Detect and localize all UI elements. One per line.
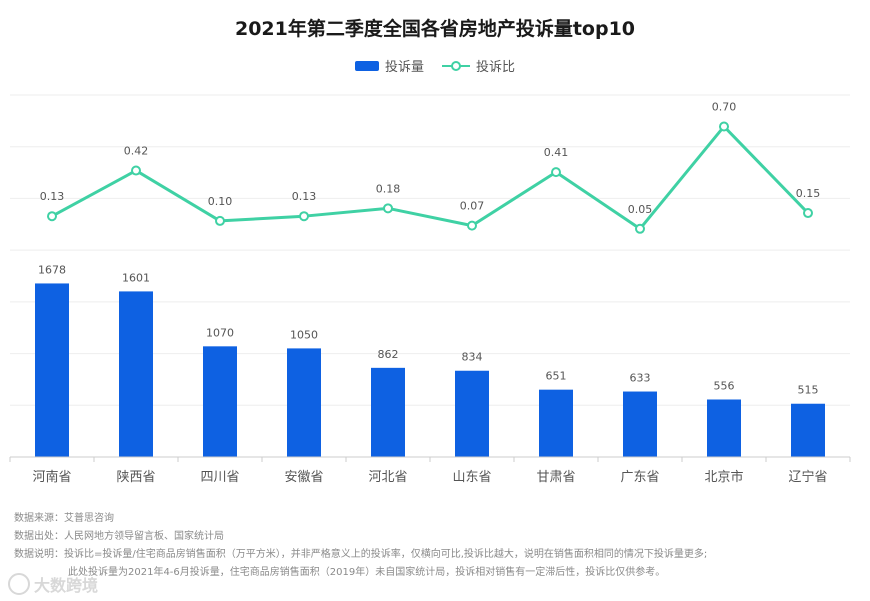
line-value-label: 0.41 <box>544 146 569 159</box>
origin-label: 数据出处： <box>14 531 64 542</box>
x-tick-label: 河北省 <box>368 470 407 485</box>
x-tick-label: 辽宁省 <box>788 469 827 485</box>
x-tick-label: 四川省 <box>200 470 239 485</box>
bar <box>287 348 321 457</box>
bar <box>539 389 573 457</box>
source-value: 艾普思咨询 <box>64 513 114 524</box>
bar-value-label: 515 <box>798 384 819 397</box>
bar <box>791 403 825 457</box>
bar-value-label: 834 <box>462 351 483 364</box>
origin-value: 人民网地方领导留言板、国家统计局 <box>64 531 224 542</box>
line-value-label: 0.13 <box>40 190 65 203</box>
bar <box>707 399 741 457</box>
legend-line-label: 投诉比 <box>476 60 516 75</box>
desc-line-1: 投诉比=投诉量/住宅商品房销售面积（万平方米），并非严格意义上的投诉率，仅横向可… <box>64 549 708 560</box>
x-tick-label: 安徽省 <box>284 470 323 485</box>
line-path <box>51 124 810 231</box>
watermark-logo: 大数跨境 <box>8 572 98 596</box>
bar-value-label: 1601 <box>122 271 150 284</box>
line-point <box>719 121 729 132</box>
line-value-label: 0.10 <box>208 195 233 208</box>
line-point <box>299 211 309 222</box>
line-value-label: 0.05 <box>628 203 653 216</box>
line-point <box>47 211 57 222</box>
line-value-label: 0.13 <box>292 190 317 203</box>
source-label: 数据来源： <box>14 513 64 524</box>
legend-bar-label: 投诉量 <box>384 60 424 75</box>
x-tick-label: 北京市 <box>704 469 743 485</box>
bar <box>371 367 405 457</box>
line-point <box>635 223 645 234</box>
line-value-label: 0.18 <box>376 182 401 195</box>
x-tick-label: 山东省 <box>452 470 491 485</box>
line-point <box>215 215 225 226</box>
bar-value-label: 556 <box>714 379 735 392</box>
legend-line-swatch <box>442 60 470 71</box>
line-point <box>131 165 141 176</box>
desc-line-2: 此处投诉量为2021年4-6月投诉量，住宅商品房销售面积（2019年）未自国家统… <box>68 567 666 578</box>
watermark-icon <box>8 573 30 595</box>
chart-title: 2021年第二季度全国各省房地产投诉量top10 <box>234 18 636 40</box>
line-value-label: 0.07 <box>460 200 485 213</box>
x-tick-label: 广东省 <box>620 470 659 485</box>
line-point <box>551 167 561 178</box>
line-value-label: 0.42 <box>124 145 149 158</box>
bar <box>455 370 489 457</box>
bar <box>119 291 153 457</box>
bar <box>203 346 237 457</box>
bar-value-label: 633 <box>630 372 651 385</box>
bar-value-label: 1678 <box>38 263 66 276</box>
bar-value-label: 651 <box>546 370 567 383</box>
x-axis: 河南省 陕西省 四川省 安徽省 河北省 山东省 甘肃省 广东省 北京市 辽宁省 <box>9 456 851 485</box>
line-point <box>467 220 477 231</box>
legend-bar-swatch <box>354 60 379 71</box>
legend: 投诉量 投诉比 <box>0 56 870 75</box>
legend-item-bar[interactable]: 投诉量 <box>354 56 424 75</box>
origin-note: 数据出处：人民网地方领导留言板、国家统计局 <box>14 528 864 546</box>
bar <box>623 391 657 457</box>
description-note: 数据说明：投诉比=投诉量/住宅商品房销售面积（万平方米），并非严格意义上的投诉率… <box>14 546 864 564</box>
line-value-label: 0.70 <box>712 100 737 113</box>
description-note-2: 此处投诉量为2021年4-6月投诉量，住宅商品房销售面积（2019年）未自国家统… <box>14 564 864 582</box>
source-note: 数据来源：艾普思咨询 <box>14 510 864 528</box>
line-point <box>383 203 393 214</box>
desc-label: 数据说明： <box>14 549 64 560</box>
bar-value-label: 1070 <box>206 326 234 339</box>
line-point <box>803 208 813 219</box>
line-value-label: 0.15 <box>796 187 821 200</box>
bar-series: 1678 1601 1070 1050 862 834 651 633 556 515 <box>35 263 825 457</box>
bar-value-label: 1050 <box>290 328 318 341</box>
watermark-text: 大数跨境 <box>34 576 99 595</box>
legend-item-line[interactable]: 投诉比 <box>442 56 515 75</box>
footnotes: 数据来源：艾普思咨询 数据出处：人民网地方领导留言板、国家统计局 数据说明：投诉… <box>14 510 864 582</box>
bar-value-label: 862 <box>378 348 399 361</box>
x-tick-label: 河南省 <box>32 469 71 485</box>
x-tick-label: 陕西省 <box>116 470 155 485</box>
bar <box>35 283 69 457</box>
line-series: 0.13 0.42 0.10 0.13 0.18 0.07 0.41 0.05 0.70 0.15 <box>40 100 821 234</box>
x-tick-label: 甘肃省 <box>536 470 575 485</box>
